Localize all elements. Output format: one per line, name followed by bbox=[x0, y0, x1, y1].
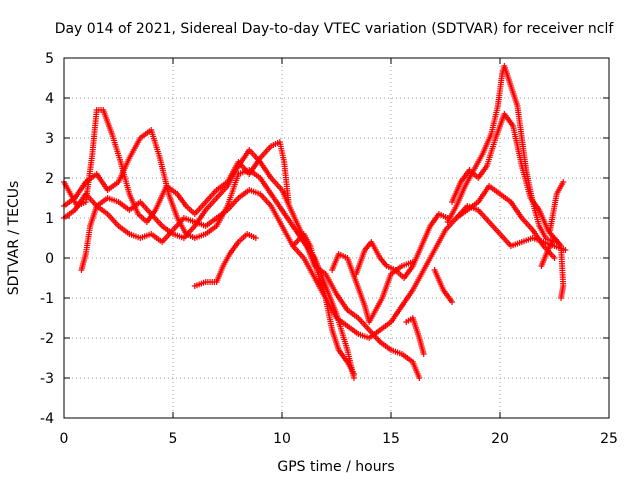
tick-layer: 0 5 10 15 20 25 -4 -3 -2 -1 0 1 2 3 4 5 bbox=[40, 51, 618, 447]
series-track-6 bbox=[289, 231, 357, 377]
y-tick-label: 1 bbox=[45, 211, 54, 227]
data-point bbox=[252, 235, 259, 241]
y-tick-label: -4 bbox=[40, 411, 54, 427]
x-tick-label: 20 bbox=[491, 431, 509, 447]
series-track-10 bbox=[431, 267, 456, 305]
y-tick-label: -3 bbox=[40, 371, 54, 387]
series-track-12 bbox=[449, 111, 560, 245]
grid-layer bbox=[64, 58, 609, 418]
series-track-9 bbox=[403, 315, 427, 357]
series-track-8 bbox=[353, 211, 451, 281]
y-tick-label: 3 bbox=[45, 131, 54, 147]
data-marks bbox=[61, 63, 569, 381]
y-tick-label: 4 bbox=[45, 91, 54, 107]
data-point bbox=[558, 295, 565, 301]
series-track-4 bbox=[78, 147, 423, 381]
x-axis-title: GPS time / hours bbox=[277, 459, 394, 475]
chart-title: Day 014 of 2021, Sidereal Day-to-day VTE… bbox=[55, 21, 615, 37]
series-track-7 bbox=[329, 251, 416, 325]
data-point bbox=[416, 375, 423, 381]
x-tick-label: 5 bbox=[169, 431, 178, 447]
y-tick-label: -1 bbox=[40, 291, 54, 307]
y-tick-label: 2 bbox=[45, 171, 54, 187]
data-point bbox=[420, 351, 427, 357]
data-point bbox=[449, 299, 456, 305]
x-tick-label: 15 bbox=[382, 431, 400, 447]
y-axis-title: SDTVAR / TECUs bbox=[6, 181, 22, 296]
y-tick-label: 0 bbox=[45, 251, 54, 267]
data-point bbox=[350, 371, 357, 377]
series-track-14 bbox=[538, 235, 567, 301]
x-tick-label: 10 bbox=[273, 431, 291, 447]
series-track-15 bbox=[547, 179, 567, 233]
y-tick-label: -2 bbox=[40, 331, 54, 347]
x-tick-label: 25 bbox=[600, 431, 618, 447]
data-point bbox=[560, 179, 567, 185]
x-tick-label: 0 bbox=[60, 431, 69, 447]
series-track-13 bbox=[453, 183, 558, 261]
series-track-5 bbox=[191, 231, 259, 289]
plot-frame bbox=[63, 57, 610, 419]
data-point bbox=[551, 255, 558, 261]
y-tick-label: 5 bbox=[45, 51, 54, 67]
